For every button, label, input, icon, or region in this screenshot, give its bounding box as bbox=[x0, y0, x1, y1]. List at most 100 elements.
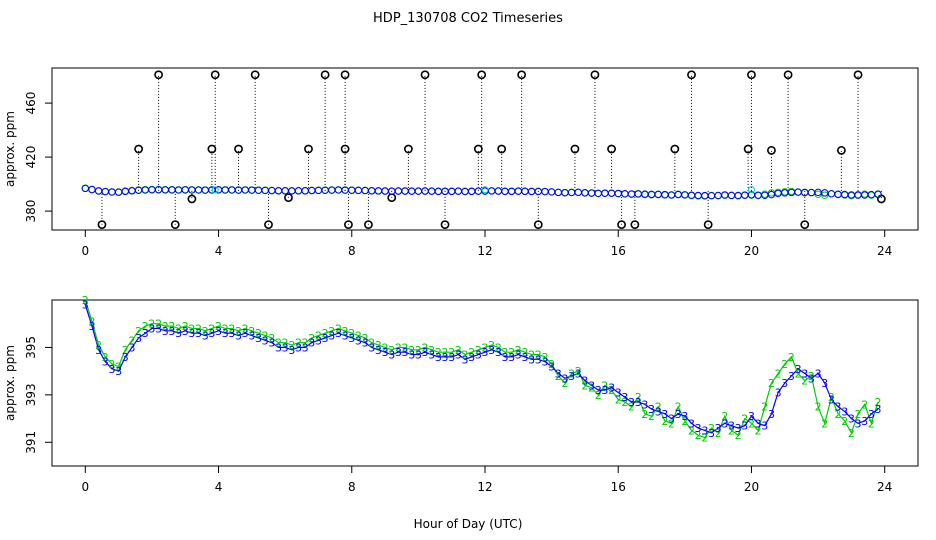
bottom-series-3-mark: 3 bbox=[475, 349, 482, 362]
bottom-series-3-mark: 3 bbox=[861, 415, 868, 428]
top-outlier-point bbox=[747, 70, 756, 80]
bottom-series-2-mark: 2 bbox=[382, 341, 389, 354]
bottom-series-3-mark: 3 bbox=[182, 325, 189, 338]
bottom-series-3-mark: 3 bbox=[621, 391, 628, 404]
top-blue-point bbox=[487, 187, 496, 195]
bottom-series-2-mark: 2 bbox=[475, 344, 482, 357]
bottom-series-2-mark: 2 bbox=[635, 391, 642, 404]
top-blue-point bbox=[288, 187, 296, 195]
bottom-series-3-mark: 3 bbox=[348, 332, 355, 345]
top-blue-point bbox=[161, 186, 169, 194]
bottom-series-2-mark: 2 bbox=[495, 341, 502, 354]
bottom-panel-y-axis: 391 393 395 bbox=[24, 336, 52, 454]
bottom-series-2-mark: 2 bbox=[848, 427, 855, 440]
top-blue-point bbox=[101, 187, 109, 196]
bottom-series-2-mark: 2 bbox=[648, 410, 655, 423]
bottom-series-2-mark: 2 bbox=[262, 330, 269, 343]
bottom-series-2-mark: 2 bbox=[875, 396, 882, 409]
top-blue-point bbox=[494, 187, 503, 195]
bottom-series-3-mark: 3 bbox=[495, 346, 502, 359]
bottom-series-3-mark: 3 bbox=[322, 332, 329, 345]
p1-x-tick-label: 24 bbox=[877, 244, 892, 258]
bottom-series-3-mark: 3 bbox=[355, 334, 362, 347]
bottom-series-3-mark: 3 bbox=[482, 346, 489, 359]
top-blue-point bbox=[221, 186, 229, 194]
bottom-series-2-mark: 2 bbox=[501, 346, 508, 359]
bottom-series-2-mark: 2 bbox=[715, 427, 722, 440]
top-blue-point bbox=[461, 187, 469, 196]
bottom-series-3-mark: 3 bbox=[835, 401, 842, 414]
bottom-series-3-mark: 3 bbox=[821, 377, 828, 390]
bottom-series-3-mark: 3 bbox=[815, 368, 822, 381]
bottom-series-2-mark: 2 bbox=[808, 370, 815, 383]
top-outlier-point bbox=[344, 220, 353, 229]
bottom-series-3-mark: 3 bbox=[368, 341, 375, 354]
top-blue-point bbox=[254, 186, 263, 195]
top-blue-point bbox=[81, 184, 90, 193]
bottom-series-2-mark: 2 bbox=[515, 344, 522, 357]
bottom-series-3-mark: 3 bbox=[795, 363, 802, 376]
bottom-series-2-mark: 2 bbox=[868, 417, 875, 430]
p1-y-tick-label: 460 bbox=[24, 92, 38, 115]
bottom-series-3-mark: 3 bbox=[462, 353, 469, 366]
top-blue-point bbox=[827, 190, 836, 198]
bottom-series-2-mark: 2 bbox=[322, 327, 329, 340]
bottom-series-2-mark: 2 bbox=[628, 401, 635, 414]
bottom-series-3-mark: 3 bbox=[508, 351, 515, 364]
top-panel-y-axis: 380 420 460 bbox=[24, 92, 52, 223]
bottom-series-2-mark: 2 bbox=[608, 384, 615, 397]
bottom-series-3-mark: 3 bbox=[828, 394, 835, 407]
top-outlier-point bbox=[836, 145, 846, 155]
top-outlier-point bbox=[134, 144, 143, 154]
bottom-series-3-mark: 3 bbox=[701, 424, 708, 437]
top-blue-point bbox=[554, 188, 562, 197]
bottom-series-2-mark: 2 bbox=[242, 322, 249, 335]
bottom-series-2-mark: 2 bbox=[735, 429, 742, 442]
bottom-series-3-mark: 3 bbox=[135, 332, 142, 345]
bottom-series-2-mark: 2 bbox=[462, 349, 469, 362]
bottom-series-3-mark: 3 bbox=[395, 346, 402, 359]
top-blue-point bbox=[281, 187, 289, 195]
bottom-series-3-mark: 3 bbox=[515, 349, 522, 362]
bottom-series-2-mark: 2 bbox=[102, 351, 109, 364]
bottom-series-3-mark: 3 bbox=[768, 408, 775, 421]
bottom-series-3-mark: 3 bbox=[555, 368, 562, 381]
top-blue-point bbox=[421, 187, 429, 195]
bottom-panel-x-axis: 0 4 8 12 16 20 24 bbox=[81, 465, 892, 494]
top-outlier-point bbox=[630, 220, 640, 229]
p2-x-tick-label: 8 bbox=[348, 480, 356, 494]
bottom-series-3-mark: 3 bbox=[415, 349, 422, 362]
bottom-series-3-mark: 3 bbox=[628, 396, 635, 409]
top-blue-point bbox=[361, 186, 369, 195]
top-outlier-point bbox=[477, 70, 487, 80]
bottom-series-3-mark: 3 bbox=[428, 349, 435, 362]
top-blue-point bbox=[194, 186, 203, 194]
p2-y-tick-label: 393 bbox=[24, 383, 38, 406]
top-panel-x-axis: 0 4 8 12 16 20 24 bbox=[81, 229, 892, 258]
bottom-series-3-mark: 3 bbox=[108, 363, 115, 376]
bottom-series-2-mark: 2 bbox=[528, 349, 535, 362]
top-blue-point bbox=[394, 187, 403, 195]
bottom-series-2-mark: 2 bbox=[222, 322, 229, 335]
top-outlier-point bbox=[340, 70, 350, 80]
top-outlier-point bbox=[264, 220, 273, 229]
top-blue-point bbox=[108, 188, 116, 196]
bottom-series-3-mark: 3 bbox=[541, 356, 548, 369]
top-blue-point bbox=[268, 186, 276, 195]
p2-y-tick-label: 391 bbox=[24, 431, 38, 454]
top-outlier-point bbox=[800, 220, 810, 229]
bottom-series-3-mark: 3 bbox=[588, 379, 595, 392]
top-outlier-point bbox=[207, 144, 217, 154]
top-blue-point bbox=[374, 187, 383, 195]
bottom-series-2-mark: 2 bbox=[302, 337, 309, 350]
top-blue-point bbox=[274, 187, 283, 195]
bottom-series-2-mark: 2 bbox=[755, 424, 762, 437]
bottom-series-2-mark: 2 bbox=[255, 327, 262, 340]
bottom-panel-series-lines bbox=[84, 299, 879, 439]
top-outlier-point bbox=[767, 145, 776, 155]
bottom-series-2-mark: 2 bbox=[761, 401, 768, 414]
bottom-series-2-mark: 2 bbox=[575, 365, 582, 378]
p2-x-tick-label: 4 bbox=[215, 480, 223, 494]
